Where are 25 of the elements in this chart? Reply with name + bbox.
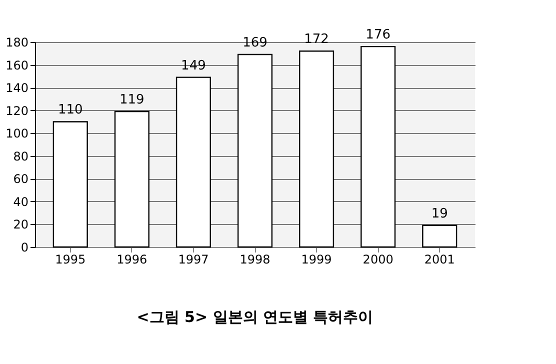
y-tick-label: 140 xyxy=(6,81,28,96)
x-tick-label: 1999 xyxy=(301,252,332,266)
data-label: 169 xyxy=(242,36,268,51)
data-label: 149 xyxy=(181,58,206,74)
x-tick-label: 1997 xyxy=(178,252,209,266)
data-label: 119 xyxy=(120,92,144,108)
x-tick-label: 2000 xyxy=(362,252,394,266)
data-label: 19 xyxy=(431,206,448,222)
y-tick-label: 20 xyxy=(13,218,28,232)
y-tick-label: 100 xyxy=(6,126,28,141)
y-tick-label: 80 xyxy=(13,149,28,164)
data-label: 172 xyxy=(304,32,329,48)
y-tick-label: 120 xyxy=(6,104,28,118)
y-tick-label: 0 xyxy=(20,240,28,254)
x-tick-label: 1995 xyxy=(55,252,86,266)
x-tick-label: 2001 xyxy=(424,252,455,266)
y-tick-label: 180 xyxy=(6,36,28,50)
data-label: 110 xyxy=(58,102,83,118)
y-tick-label: 60 xyxy=(13,172,28,186)
x-tick-label: 1998 xyxy=(240,252,270,266)
y-tick-label: 40 xyxy=(13,194,28,209)
text: <그림 5> 일본의 연도별 특허추이 xyxy=(136,308,374,326)
y-tick-label: 160 xyxy=(6,58,28,72)
x-tick-label: 1996 xyxy=(116,252,148,266)
data-label: 176 xyxy=(366,28,390,43)
